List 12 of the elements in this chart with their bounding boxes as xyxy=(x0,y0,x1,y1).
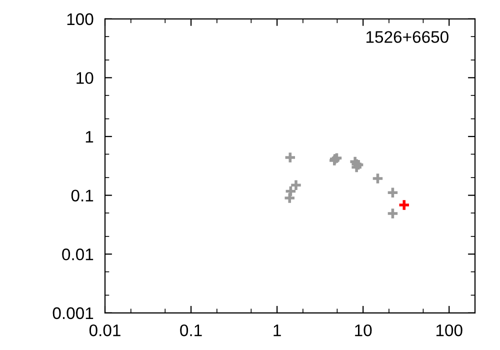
y-tick-label: 1 xyxy=(86,131,94,143)
x-tick-label: 1 xyxy=(274,324,281,336)
x-tick-label: 100 xyxy=(436,324,462,336)
annotation: 1526+6650 xyxy=(366,31,448,43)
y-tick-label: 0.01 xyxy=(62,248,94,260)
x-tick-label: 0.01 xyxy=(89,324,120,336)
y-tick-label: 10 xyxy=(76,72,94,84)
y-tick-label: 0.1 xyxy=(71,190,94,202)
y-tick-label: 100 xyxy=(67,13,94,26)
x-tick-label: 0.1 xyxy=(180,324,202,336)
y-tick-label: 0.001 xyxy=(52,307,94,320)
x-tick-label: 10 xyxy=(355,324,372,336)
